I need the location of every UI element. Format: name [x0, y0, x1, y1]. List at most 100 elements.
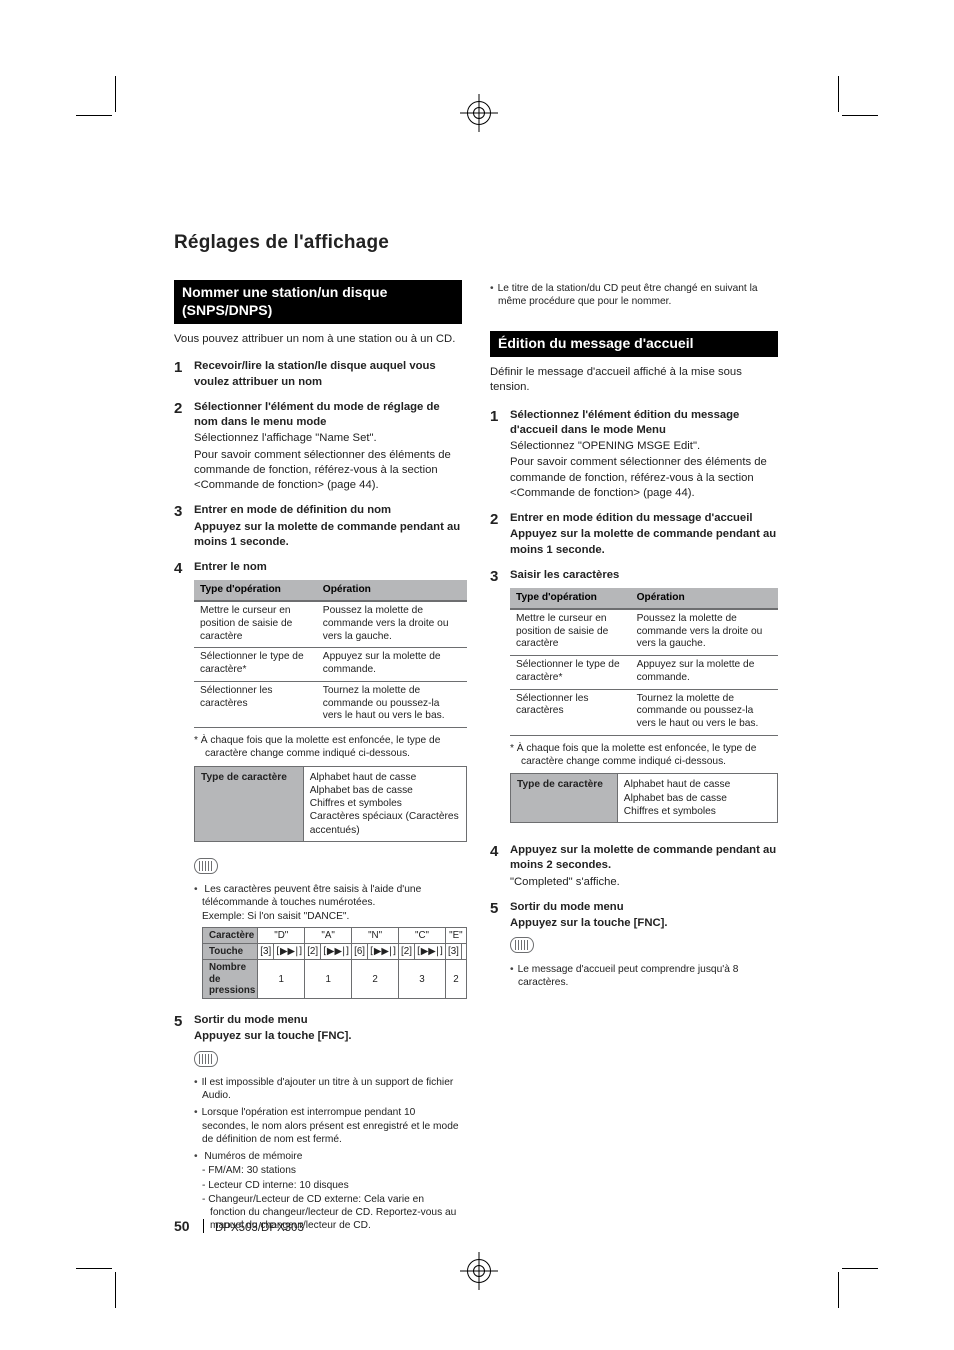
- op-h1: Type d'opération: [510, 588, 631, 609]
- step-title: Sélectionnez l'élément édition du messag…: [510, 409, 739, 436]
- mini-cell: [▶▶|]: [274, 944, 305, 960]
- star-note: * À chaque fois que la molette est enfon…: [510, 742, 778, 769]
- right-column: Le titre de la station/du CD peut être c…: [490, 280, 778, 1247]
- step-title: Sortir du mode menu: [194, 1014, 308, 1026]
- step-title: Entrer en mode édition du message d'accu…: [510, 512, 753, 524]
- mini-cell: "N": [352, 927, 399, 943]
- mini-label: Touche: [203, 944, 258, 960]
- left-step-3: 3 Entrer en mode de définition du nom Ap…: [174, 503, 462, 550]
- mini-cell: [6]: [352, 944, 368, 960]
- notes-list: Il est impossible d'ajouter un titre à u…: [194, 1076, 462, 1233]
- mini-cell: [▶▶|]: [368, 944, 399, 960]
- left-column: Nommer une station/un disque (SNPS/DNPS)…: [174, 280, 462, 1247]
- step-number: 3: [490, 568, 504, 833]
- mini-cell: [2]: [399, 944, 415, 960]
- step-number: 2: [174, 400, 188, 494]
- note-item: Il est impossible d'ajouter un titre à u…: [194, 1076, 462, 1103]
- columns: Nommer une station/un disque (SNPS/DNPS)…: [174, 280, 779, 1247]
- left-step-5: 5 Sortir du mode menu Appuyez sur la tou…: [174, 1013, 462, 1237]
- mini-cell: "A": [305, 927, 352, 943]
- step-line: Appuyez sur la touche [FNC].: [194, 1030, 352, 1042]
- step-number: 1: [490, 408, 504, 502]
- box-val: Alphabet bas de casse: [624, 793, 727, 804]
- mini-cell: "C": [399, 927, 446, 943]
- op-cell: Sélectionner le type de caractère*: [194, 648, 317, 682]
- mini-cell: [461, 944, 466, 960]
- note-item: Le titre de la station/du CD peut être c…: [490, 282, 778, 309]
- right-heading: Édition du message d'accueil: [490, 331, 778, 358]
- mini-label: Nombre de pressions: [203, 960, 258, 999]
- page-content: Réglages de l'affichage Nommer une stati…: [174, 232, 779, 1247]
- box-val: Alphabet haut de casse: [624, 779, 730, 790]
- mini-cell: [3]: [445, 944, 461, 960]
- mini-cell: 2: [445, 960, 466, 999]
- op-cell: Tournez la molette de commande ou pousse…: [317, 681, 467, 727]
- step-line: Appuyez sur la touche [FNC].: [510, 917, 668, 929]
- mini-cell: 1: [305, 960, 352, 999]
- notes-list: Le message d'accueil peut comprendre jus…: [510, 963, 778, 990]
- note-item: Lorsque l'opération est interrompue pend…: [194, 1106, 462, 1146]
- right-step-2: 2 Entrer en mode édition du message d'ac…: [490, 511, 778, 558]
- op-cell: Sélectionner le type de caractère*: [510, 656, 631, 690]
- step-title: Appuyez sur la molette de commande penda…: [510, 844, 776, 871]
- left-step-1: 1 Recevoir/lire la station/le disque auq…: [174, 359, 462, 390]
- right-step-1: 1 Sélectionnez l'élément édition du mess…: [490, 408, 778, 502]
- operation-table: Type d'opération Opération Mettre le cur…: [510, 588, 778, 736]
- left-heading-line1: Nommer une station/un disque: [182, 284, 387, 300]
- mini-cell: 1: [258, 960, 305, 999]
- step-number: 4: [490, 843, 504, 890]
- op-cell: Appuyez sur la molette de commande.: [631, 656, 778, 690]
- note-text: Les caractères peuvent être saisis à l'a…: [202, 884, 421, 908]
- step-number: 5: [490, 900, 504, 993]
- note-example: Exemple: Si l'on saisit "DANCE".: [202, 911, 349, 922]
- step-title: Recevoir/lire la station/le disque auque…: [194, 360, 436, 387]
- left-step-4: 4 Entrer le nom Type d'opération Opérati…: [174, 560, 462, 1003]
- op-cell: Mettre le curseur en position de saisie …: [510, 609, 631, 656]
- mini-cell: [▶▶|]: [321, 944, 352, 960]
- star-note: * À chaque fois que la molette est enfon…: [194, 734, 467, 761]
- operation-table: Type d'opération Opération Mettre le cur…: [194, 580, 467, 728]
- char-type-box: Type de caractère Alphabet haut de casse…: [194, 766, 467, 842]
- step-title: Sortir du mode menu: [510, 901, 624, 913]
- step-line: "Completed" s'affiche.: [510, 875, 778, 890]
- right-step-4: 4 Appuyez sur la molette de commande pen…: [490, 843, 778, 890]
- box-val: Caractères spéciaux (Caractères accentué…: [310, 811, 459, 835]
- box-val: Chiffres et symboles: [624, 806, 716, 817]
- step-title: Entrer le nom: [194, 561, 267, 573]
- step-number: 4: [174, 560, 188, 1003]
- step-line: Appuyez sur la molette de commande penda…: [510, 528, 776, 555]
- note-icon: [510, 937, 534, 953]
- mini-cell: "D": [258, 927, 305, 943]
- op-h2: Opération: [631, 588, 778, 609]
- model-number: DPX503/DPX303: [215, 1222, 304, 1234]
- op-h2: Opération: [317, 580, 467, 601]
- mini-label: Caractère: [203, 927, 258, 943]
- box-label: Type de caractère: [195, 766, 304, 841]
- page-number: 50: [174, 1218, 190, 1234]
- box-label: Type de caractère: [511, 774, 618, 823]
- op-cell: Sélectionner les caractères: [194, 681, 317, 727]
- op-h1: Type d'opération: [194, 580, 317, 601]
- note-subitem: - FM/AM: 30 stations: [202, 1164, 462, 1177]
- step-line: Sélectionnez "OPENING MSGE Edit".: [510, 439, 778, 454]
- op-cell: Sélectionner les caractères: [510, 689, 631, 735]
- op-cell: Poussez la molette de commande vers la d…: [317, 601, 467, 648]
- mini-cell: 3: [399, 960, 446, 999]
- op-cell: Tournez la molette de commande ou pousse…: [631, 689, 778, 735]
- op-cell: Mettre le curseur en position de saisie …: [194, 601, 317, 648]
- box-val: Alphabet haut de casse: [310, 772, 416, 783]
- mini-cell: 2: [352, 960, 399, 999]
- step-line: Pour savoir comment sélectionner des élé…: [510, 455, 778, 501]
- right-step-5: 5 Sortir du mode menu Appuyez sur la tou…: [490, 900, 778, 993]
- left-lead: Vous pouvez attribuer un nom à une stati…: [174, 332, 462, 347]
- box-val: Chiffres et symboles: [310, 798, 402, 809]
- box-val: Alphabet bas de casse: [310, 785, 413, 796]
- step-number: 2: [490, 511, 504, 558]
- mini-cell: [▶▶|]: [414, 944, 445, 960]
- note-item: Le message d'accueil peut comprendre jus…: [510, 963, 778, 990]
- right-step-3: 3 Saisir les caractères Type d'opération…: [490, 568, 778, 833]
- step-number: 1: [174, 359, 188, 390]
- mini-cell: [2]: [305, 944, 321, 960]
- left-heading: Nommer une station/un disque (SNPS/DNPS): [174, 280, 462, 324]
- mini-cell: [3]: [258, 944, 274, 960]
